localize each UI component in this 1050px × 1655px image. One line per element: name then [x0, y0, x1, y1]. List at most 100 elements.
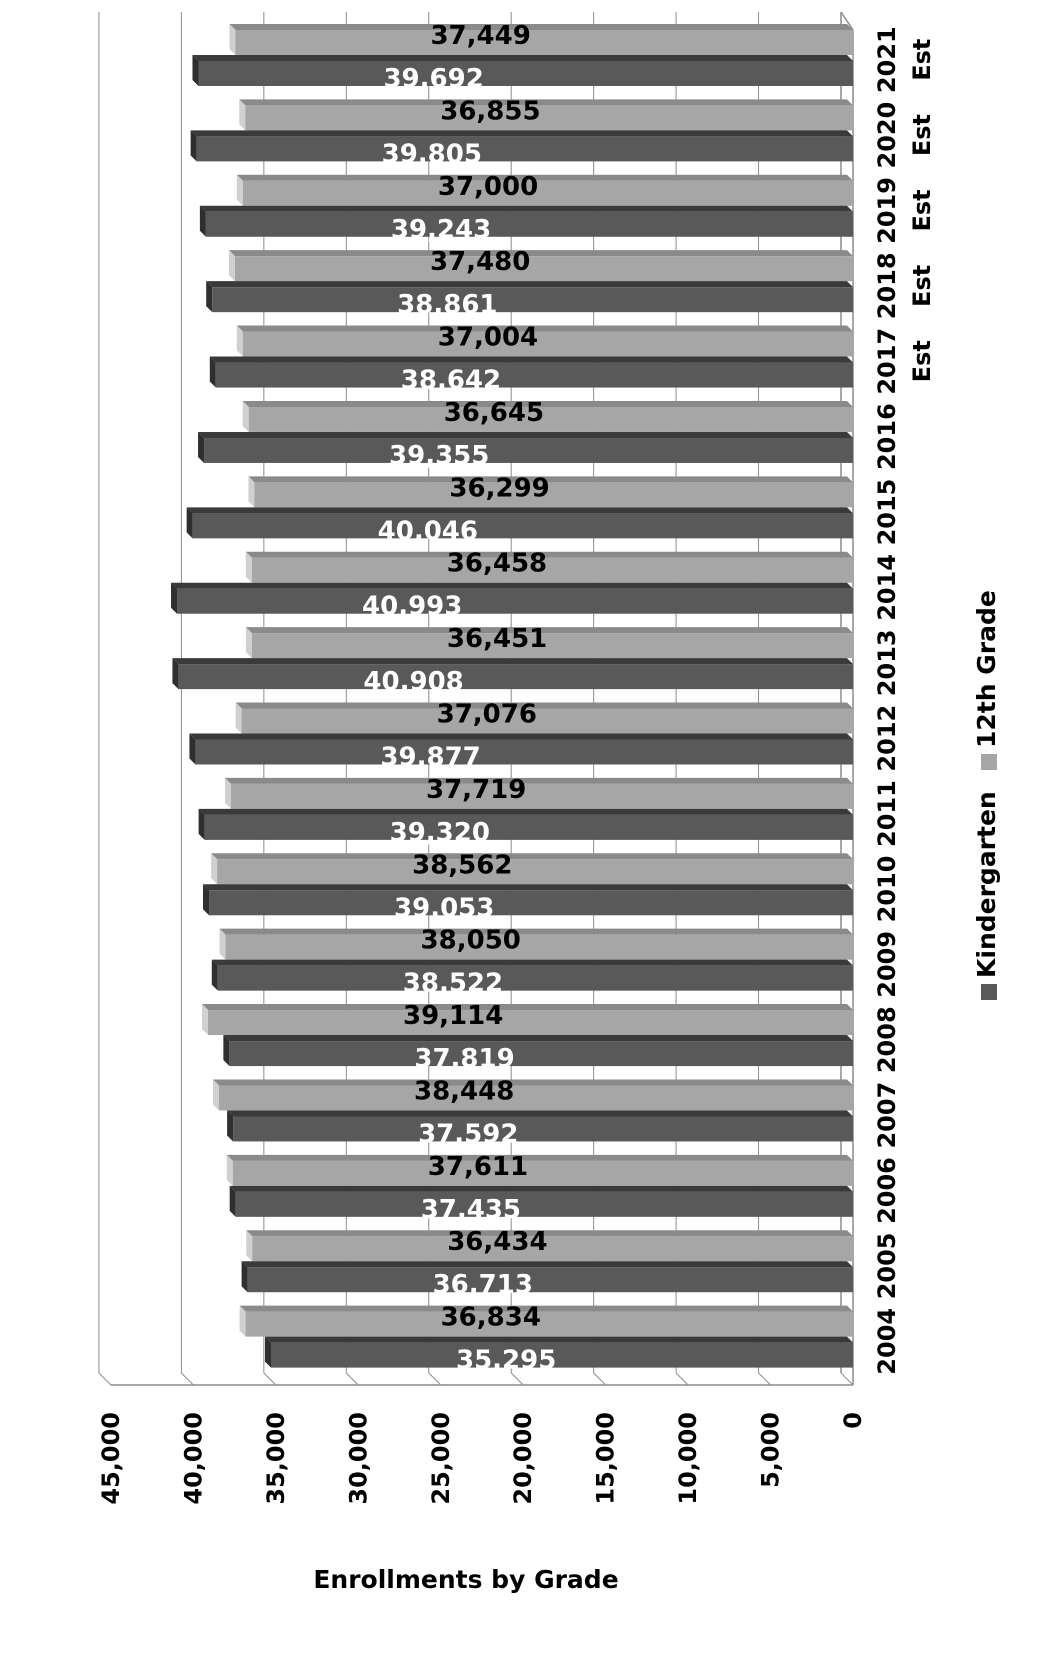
bar-kindergarten-front — [217, 965, 853, 991]
gridline-foot — [593, 1372, 607, 1386]
bar-kindergarten-top — [172, 658, 854, 665]
data-label-kindergarten: 38,522 — [403, 969, 503, 999]
bar-12th-grade — [212, 1079, 853, 1111]
bar-12th-grade-end — [236, 325, 243, 357]
data-label-12th-grade: 39,114 — [403, 1001, 503, 1031]
data-label-12th-grade: 36,451 — [447, 624, 547, 654]
data-label-12th-grade: 38,448 — [414, 1076, 514, 1106]
bar-kindergarten-end — [198, 431, 205, 463]
bar-12th-grade-top — [211, 853, 854, 860]
bar-kindergarten-front — [229, 1041, 853, 1067]
data-label-kindergarten: 39,805 — [382, 139, 482, 169]
bar-kindergarten-front — [204, 437, 853, 463]
x-tick-label: 0 — [839, 1412, 867, 1429]
bar-12th-grade — [239, 99, 853, 131]
category-label: 2011 — [873, 780, 901, 847]
bar-12th-grade-front — [245, 1311, 853, 1337]
bar-12th-grade-top — [235, 702, 853, 709]
x-tick-label: 30,000 — [344, 1412, 372, 1505]
category-label: 2010 — [873, 856, 901, 923]
data-label-12th-grade: 37,076 — [437, 700, 537, 730]
bar-12th-grade-front — [234, 256, 853, 282]
x-tick-label: 10,000 — [674, 1412, 702, 1505]
category-label: 2004 — [873, 1308, 901, 1375]
category-label-suffix: Est — [908, 189, 936, 231]
bar-kindergarten — [209, 356, 853, 388]
category-label: 2005 — [873, 1233, 901, 1300]
data-label-kindergarten: 39,355 — [389, 441, 489, 471]
bar-12th-grade-front — [252, 1236, 853, 1262]
category-label: 2017 — [873, 328, 901, 395]
bar-12th-grade-top — [202, 1004, 854, 1011]
bar-12th-grade — [225, 777, 854, 809]
gridline-foot — [758, 1372, 771, 1386]
data-label-12th-grade: 36,299 — [449, 473, 549, 503]
bar-12th-grade-top — [239, 99, 853, 106]
bar-kindergarten-end — [192, 55, 199, 86]
bar-kindergarten-end — [206, 281, 213, 313]
bar-12th-grade-front — [232, 1160, 853, 1186]
bar-12th-grade-end — [228, 250, 235, 282]
bar-kindergarten — [186, 507, 853, 539]
category-label: 2013 — [873, 629, 901, 696]
bar-kindergarten-front — [195, 739, 853, 765]
bar-kindergarten-top — [186, 507, 853, 514]
category-label: 2006 — [873, 1157, 901, 1224]
category-label: 2015 — [873, 479, 901, 546]
bar-kindergarten-top — [198, 808, 853, 815]
data-label-kindergarten: 39,053 — [394, 893, 494, 923]
bar-12th-grade-front — [245, 105, 853, 131]
data-label-kindergarten: 40,046 — [378, 516, 478, 546]
bar-kindergarten — [203, 884, 853, 916]
bar-12th-grade-end — [245, 551, 252, 583]
data-label-12th-grade: 37,004 — [438, 323, 538, 353]
data-label-kindergarten: 35,295 — [456, 1346, 556, 1376]
legend-label-kindergarten: Kindergarten — [972, 791, 1001, 978]
x-axis-title: Enrollments by Grade — [313, 1565, 618, 1594]
data-label-kindergarten: 38,861 — [397, 290, 497, 320]
bar-kindergarten-front — [196, 136, 854, 162]
bar-12th-grade-end — [246, 1230, 253, 1262]
bar-12th-grade-top — [239, 1305, 853, 1312]
bar-12th-grade-end — [239, 99, 246, 131]
bar-kindergarten-end — [198, 808, 205, 840]
bar-12th-grade-front — [231, 783, 854, 809]
bar-kindergarten-top — [229, 1185, 854, 1192]
bar-12th-grade — [219, 928, 854, 960]
data-label-kindergarten: 37,819 — [414, 1044, 514, 1074]
bar-12th-grade-top — [245, 551, 853, 558]
bar-12th-grade-front — [218, 1085, 853, 1111]
bar-12th-grade — [245, 627, 854, 659]
bar-kindergarten-end — [190, 130, 197, 162]
bar-12th-grade-end — [242, 400, 249, 432]
bar-kindergarten — [172, 658, 854, 690]
bar-kindergarten-front — [233, 1116, 854, 1142]
bar-12th-grade-end — [235, 702, 242, 734]
bar-kindergarten — [199, 205, 853, 237]
bar-kindergarten-end — [241, 1261, 248, 1293]
bar-kindergarten-top — [190, 130, 854, 137]
bar-kindergarten-end — [211, 959, 218, 991]
legend-swatch-kindergarten — [981, 984, 997, 1000]
gridline-foot — [510, 1372, 524, 1386]
bar-12th-grade-front — [242, 180, 853, 206]
bar-12th-grade — [242, 400, 854, 432]
bar-12th-grade — [228, 250, 853, 282]
gridline-foot — [345, 1372, 359, 1386]
bar-12th-grade-front — [251, 633, 854, 659]
legend: Kindergarten 12th Grade — [972, 590, 1001, 1000]
category-label: 2020 — [873, 102, 901, 169]
data-label-kindergarten: 39,320 — [390, 818, 490, 848]
bar-12th-grade-end — [202, 1004, 209, 1036]
category-label: 2019 — [873, 177, 901, 244]
bar-kindergarten — [227, 1110, 854, 1142]
x-tick-label: 20,000 — [509, 1412, 537, 1505]
bar-kindergarten-top — [241, 1261, 853, 1268]
bar-kindergarten-top — [171, 582, 853, 589]
bar-12th-grade-end — [248, 476, 255, 508]
bar-12th-grade-front — [248, 406, 854, 432]
data-label-kindergarten: 40,908 — [363, 667, 463, 697]
data-label-12th-grade: 37,000 — [438, 172, 538, 202]
